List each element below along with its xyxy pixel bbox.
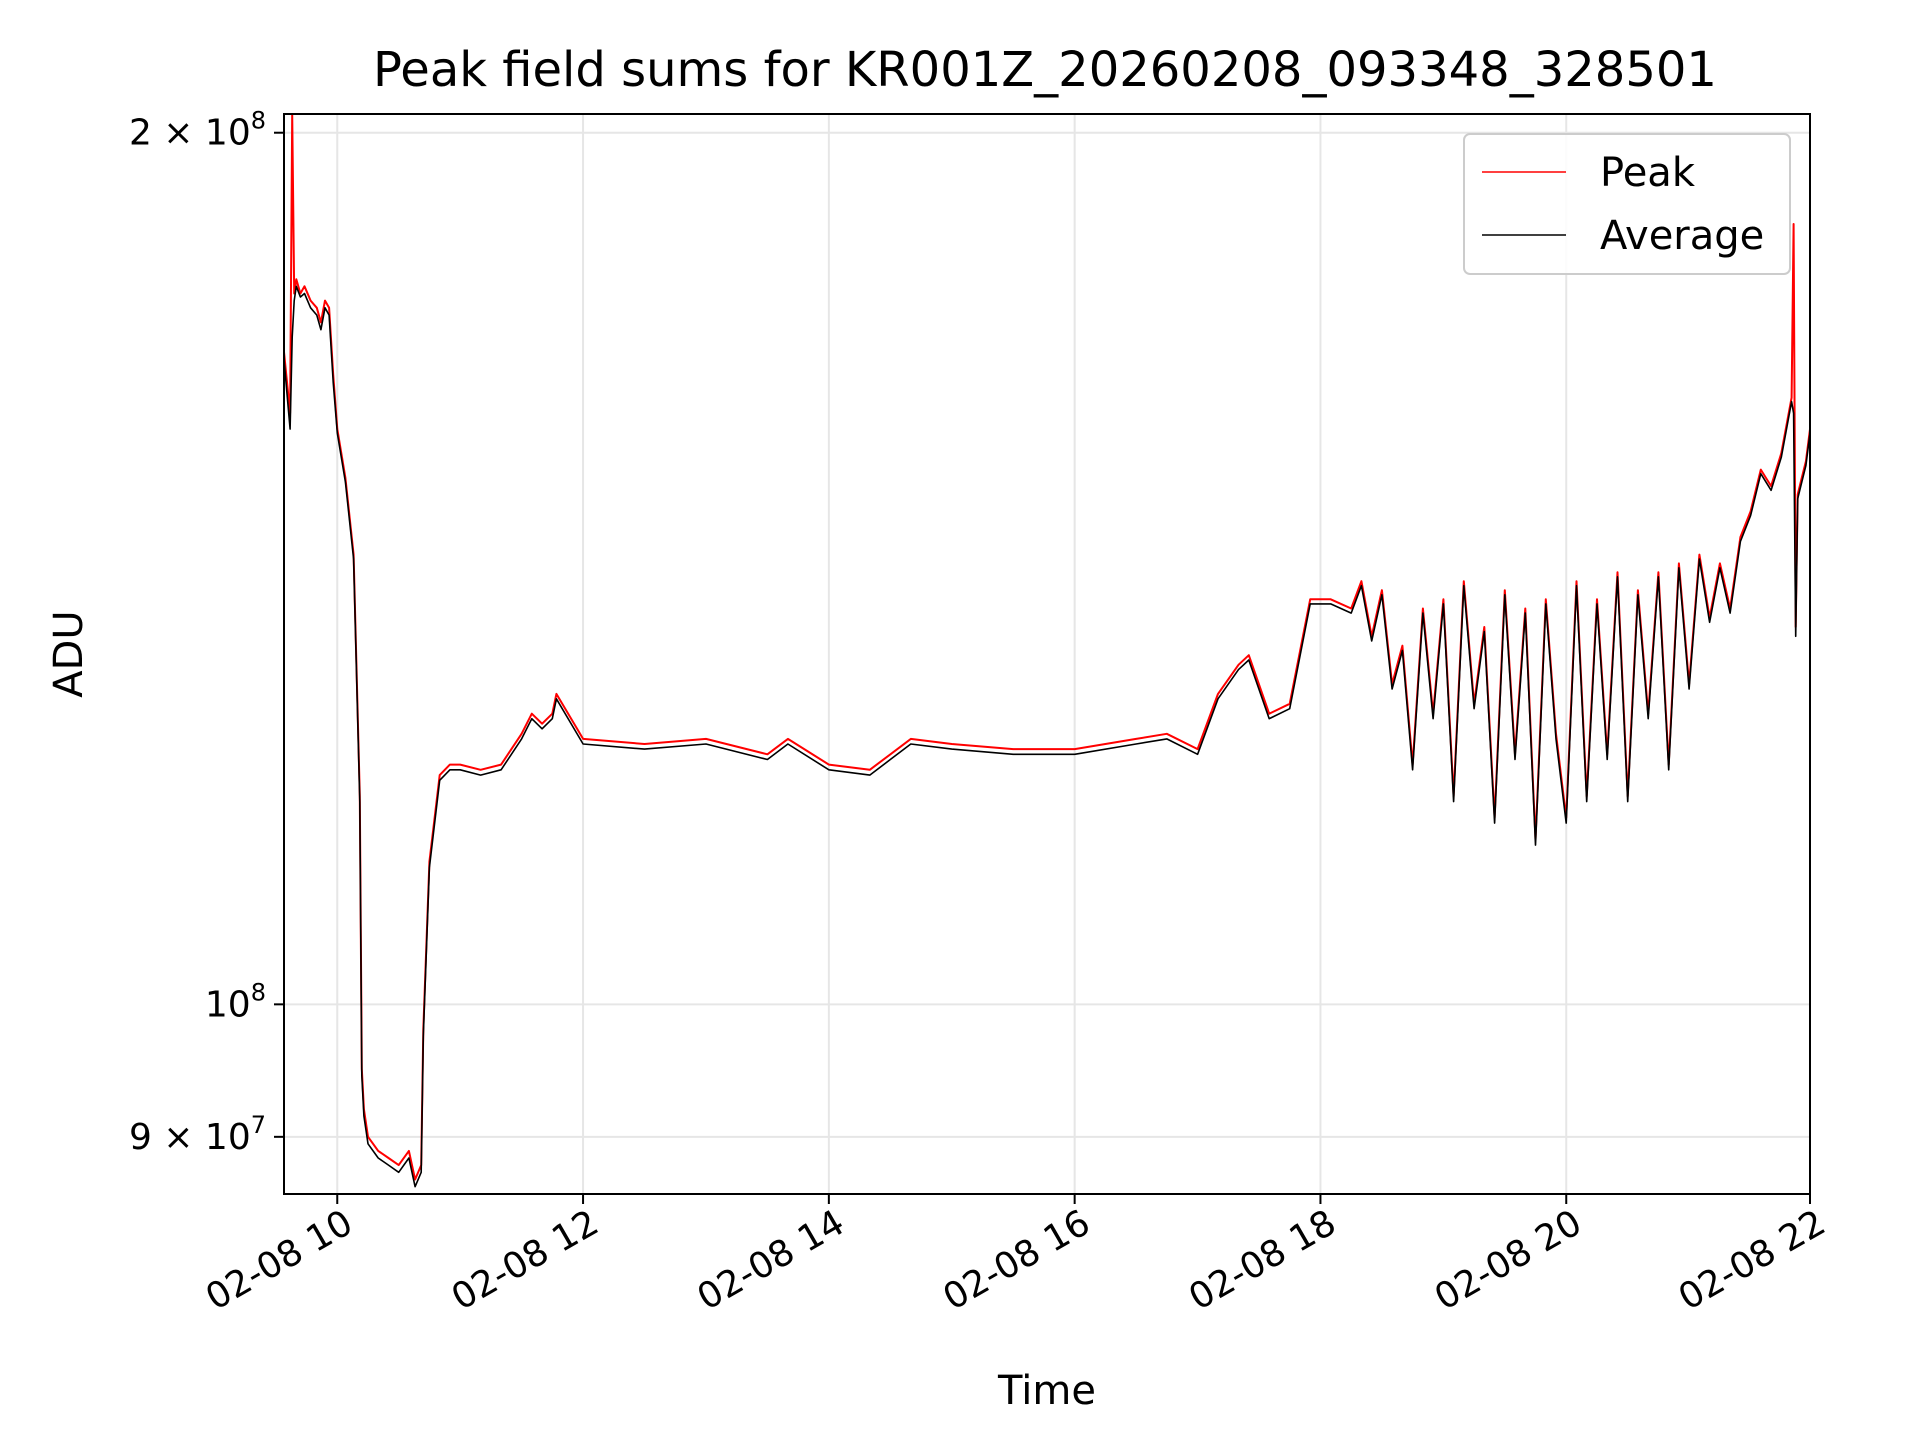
- x-tick-label: 02-08 18: [1182, 1202, 1343, 1318]
- y-tick-label: 9 × 107: [129, 1111, 266, 1158]
- x-tick-label: 02-08 14: [691, 1202, 852, 1318]
- legend-box: [1463, 133, 1791, 275]
- x-tick-label: 02-08 12: [445, 1202, 606, 1318]
- x-tick-label: 02-08 10: [199, 1202, 360, 1318]
- plot-frame: [283, 113, 1811, 1195]
- x-axis: 02-08 10 02-08 12 02-08 14 02-08 16 02-08 18…: [199, 1194, 1833, 1319]
- chart-title: Peak field sums for KR001Z_20260208_0933…: [373, 42, 1717, 98]
- grid-lines: [284, 114, 1811, 1194]
- x-axis-title: Time: [997, 1368, 1096, 1414]
- x-tick-label: 02-08 16: [936, 1202, 1097, 1318]
- y-axis: 9 × 107 108 2 × 108: [129, 107, 284, 1158]
- legend: Peak Average: [1463, 133, 1791, 275]
- legend-label-peak: Peak: [1600, 150, 1696, 196]
- series-line-average: [283, 285, 1811, 1188]
- y-tick-label: 2 × 108: [129, 107, 266, 154]
- x-tick-label: 02-08 20: [1428, 1202, 1589, 1318]
- y-axis-title: ADU: [46, 610, 92, 697]
- legend-label-average: Average: [1600, 213, 1764, 259]
- x-tick-label: 02-08 22: [1672, 1202, 1833, 1318]
- y-tick-label: 108: [205, 978, 266, 1025]
- series-layer: [283, 113, 1811, 1188]
